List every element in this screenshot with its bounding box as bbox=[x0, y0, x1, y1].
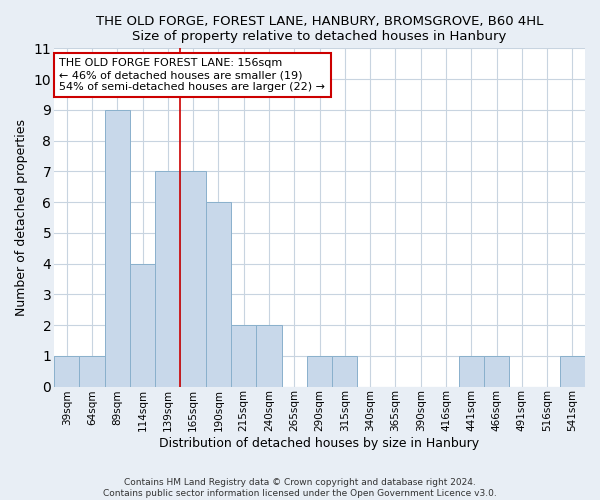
Bar bbox=[155, 172, 181, 386]
Bar bbox=[231, 325, 256, 386]
Title: THE OLD FORGE, FOREST LANE, HANBURY, BROMSGROVE, B60 4HL
Size of property relati: THE OLD FORGE, FOREST LANE, HANBURY, BRO… bbox=[96, 15, 543, 43]
Bar bbox=[54, 356, 79, 386]
Bar bbox=[458, 356, 484, 386]
Bar bbox=[79, 356, 104, 386]
Bar bbox=[307, 356, 332, 386]
Y-axis label: Number of detached properties: Number of detached properties bbox=[15, 119, 28, 316]
Bar bbox=[181, 172, 206, 386]
Bar bbox=[484, 356, 509, 386]
Bar bbox=[256, 325, 281, 386]
Bar bbox=[206, 202, 231, 386]
Bar bbox=[130, 264, 155, 386]
X-axis label: Distribution of detached houses by size in Hanbury: Distribution of detached houses by size … bbox=[160, 437, 479, 450]
Text: THE OLD FORGE FOREST LANE: 156sqm
← 46% of detached houses are smaller (19)
54% : THE OLD FORGE FOREST LANE: 156sqm ← 46% … bbox=[59, 58, 325, 92]
Bar bbox=[332, 356, 358, 386]
Text: Contains HM Land Registry data © Crown copyright and database right 2024.
Contai: Contains HM Land Registry data © Crown c… bbox=[103, 478, 497, 498]
Bar bbox=[560, 356, 585, 386]
Bar bbox=[104, 110, 130, 386]
